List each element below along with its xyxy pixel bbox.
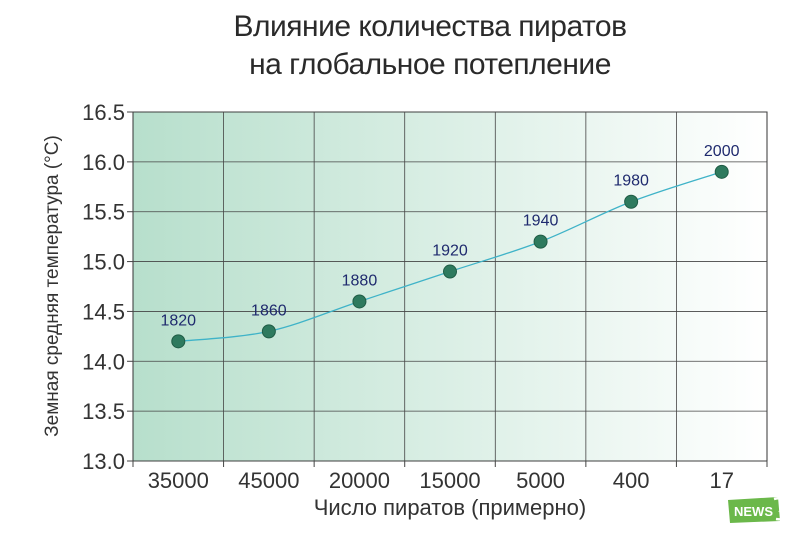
x-axis-label: Число пиратов (примерно) (314, 495, 587, 520)
point-label: 1820 (160, 312, 196, 329)
plot-background (132, 111, 768, 462)
data-point (171, 334, 186, 349)
y-axis-ticks: 13.0 13.5 14.0 14.5 15.0 15.5 16.0 16.5 (82, 100, 133, 474)
chart-title-line-2: на глобальное потепление (249, 48, 611, 81)
chart-title-line-1: Влияние количества пиратов (233, 10, 627, 43)
point-labels: 1820 1860 1880 1920 1940 1980 2000 (160, 143, 739, 330)
x-tick-label: 45000 (238, 468, 299, 493)
y-tick-label: 16.5 (82, 100, 125, 125)
y-tick-label: 15.5 (82, 200, 125, 225)
data-point (624, 194, 639, 209)
point-label: 1860 (251, 302, 287, 319)
point-label: 1880 (342, 272, 378, 289)
news-logo-text: NEWS (734, 504, 773, 519)
y-tick-label: 16.0 (82, 150, 125, 175)
news-logo: NEWS (728, 496, 792, 523)
y-tick-label: 13.0 (82, 449, 125, 474)
data-point (443, 264, 457, 279)
point-label: 1980 (613, 173, 649, 190)
data-point (533, 234, 548, 249)
data-point (261, 324, 276, 339)
point-label: 1920 (432, 243, 468, 260)
y-axis-label: Земная средняя температура (°C) (42, 135, 63, 437)
y-tick-label: 14.0 (82, 349, 125, 374)
x-tick-label: 15000 (419, 468, 480, 493)
point-label: 1940 (523, 213, 559, 230)
x-axis-ticks: 35000 45000 20000 15000 5000 400 17 (132, 461, 768, 493)
y-tick-label: 13.5 (82, 399, 125, 424)
x-tick-label: 17 (709, 468, 733, 493)
x-tick-label: 20000 (329, 468, 390, 493)
x-tick-label: 400 (613, 468, 650, 493)
x-tick-label: 35000 (148, 468, 209, 493)
point-label: 2000 (704, 143, 740, 160)
series-markers (171, 164, 729, 349)
y-tick-label: 14.5 (82, 299, 125, 324)
news-logo-badge (728, 497, 780, 523)
data-point (714, 164, 729, 179)
data-point (352, 294, 367, 309)
x-tick-label: 5000 (516, 468, 565, 493)
y-tick-label: 15.0 (82, 250, 125, 275)
news-logo-swirl (773, 496, 789, 521)
